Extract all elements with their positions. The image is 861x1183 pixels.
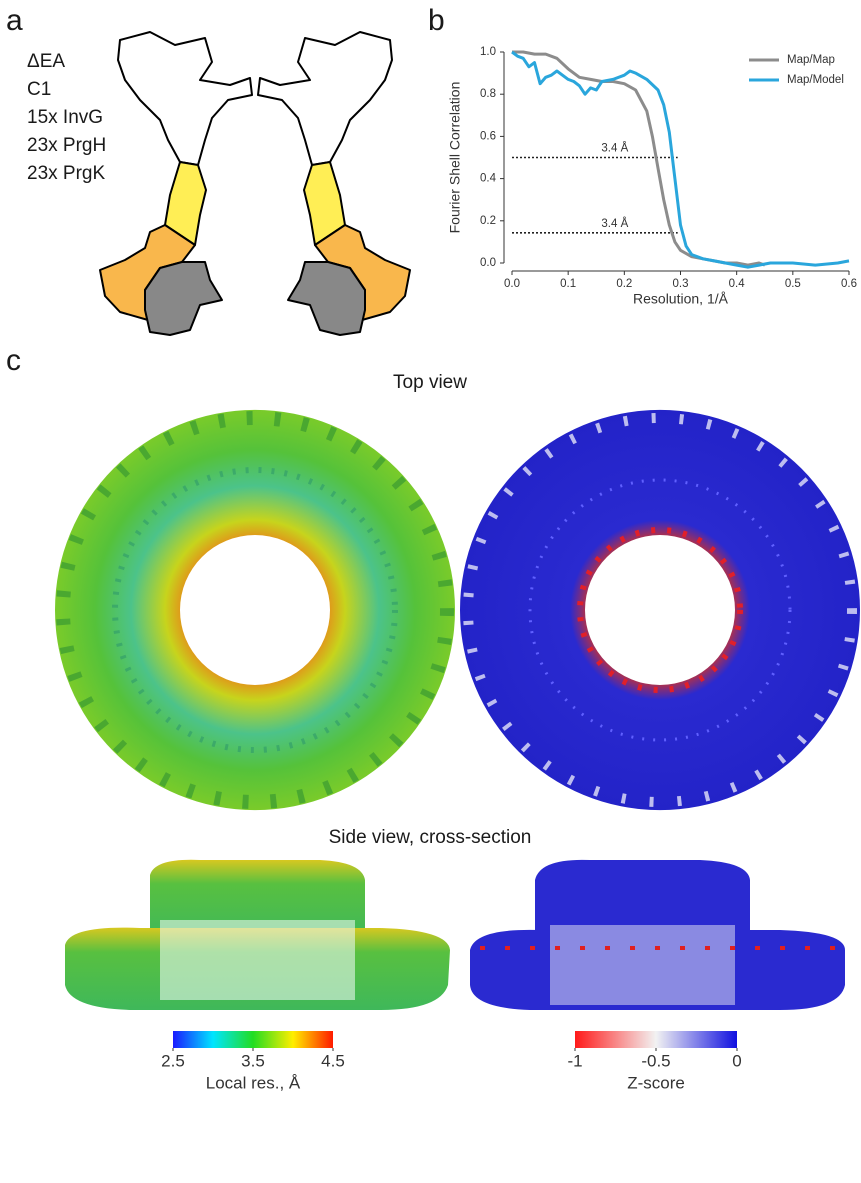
view-title: Top view xyxy=(393,372,467,393)
label-line: 15x InvG xyxy=(27,107,103,128)
colorbar-tick-label: -0.5 xyxy=(641,1051,670,1070)
x-tick-label: 0.0 xyxy=(504,278,520,290)
schematic-half xyxy=(100,32,252,335)
panel-label: c xyxy=(6,344,21,377)
fsc-plot: 0.0 0.2 0.4 0.6 0.8 1.0 0.0 0.1 0.2 0.3 0.4 0.5 0.6 R… xyxy=(447,46,857,307)
prgk-region xyxy=(145,262,222,335)
threshold-label: 3.4 Å xyxy=(601,142,628,155)
colorbar-tick-label: 3.5 xyxy=(241,1051,265,1070)
colorbar xyxy=(575,1031,737,1048)
y-tick-label: 1.0 xyxy=(480,46,496,58)
x-tick-label: 0.1 xyxy=(560,278,576,290)
panel-label: b xyxy=(428,4,445,37)
y-tick-label: 0.8 xyxy=(480,88,496,100)
y-tick-label: 0.6 xyxy=(480,130,496,142)
label-line: 23x PrgK xyxy=(27,163,105,184)
x-tick-label: 0.4 xyxy=(729,278,746,290)
side-view-map xyxy=(65,860,450,1010)
y-tick-label: 0.2 xyxy=(480,215,496,227)
cap xyxy=(535,860,750,935)
figure: a b c ΔEA C1 15x InvG 23x PrgH 23x PrgK Top … xyxy=(0,0,861,1183)
threshold-label: 3.4 Å xyxy=(601,217,628,230)
side-view-model xyxy=(470,860,845,1010)
y-tick-label: 0.0 xyxy=(480,257,496,269)
x-tick-label: 0.5 xyxy=(785,278,801,290)
colorbar-tick-label: 4.5 xyxy=(321,1051,345,1070)
colorbar xyxy=(173,1031,333,1048)
x-tick-label: 0.3 xyxy=(673,278,689,290)
view-title: Side view, cross-section xyxy=(329,827,532,848)
panel-label: a xyxy=(6,4,23,37)
colorbar-label: Z-score xyxy=(627,1073,685,1092)
colorbar-label: Local res., Å xyxy=(206,1073,301,1092)
top-view-model xyxy=(460,410,860,810)
y-axis-label: Fourier Shell Correlation xyxy=(447,82,463,234)
legend-label: Map/Model xyxy=(787,74,844,86)
colorbars: 2.5 3.5 4.5 Local res., Å -1 -0.5 0 Z-score xyxy=(161,1031,742,1092)
x-tick-label: 0.6 xyxy=(841,278,857,290)
top-view-map xyxy=(55,410,455,810)
schematic-half xyxy=(258,32,410,335)
x-tick-label: 0.2 xyxy=(616,278,632,290)
outline xyxy=(118,32,252,165)
transparency xyxy=(550,925,735,1005)
colorbar-tick-label: 2.5 xyxy=(161,1051,185,1070)
colorbar-tick-label: -1 xyxy=(567,1051,582,1070)
label-line: 23x PrgH xyxy=(27,135,106,156)
y-tick-label: 0.4 xyxy=(480,173,497,185)
x-axis-label: Resolution, 1/Å xyxy=(633,291,729,307)
ring xyxy=(460,410,860,810)
panel-a-text: ΔEA C1 15x InvG 23x PrgH 23x PrgK xyxy=(27,51,106,184)
label-line: ΔEA xyxy=(27,51,65,72)
colorbar-tick-label: 0 xyxy=(732,1051,741,1070)
label-line: C1 xyxy=(27,79,51,100)
transparency xyxy=(160,920,355,1000)
legend-label: Map/Map xyxy=(787,54,835,66)
schematic xyxy=(100,32,410,335)
